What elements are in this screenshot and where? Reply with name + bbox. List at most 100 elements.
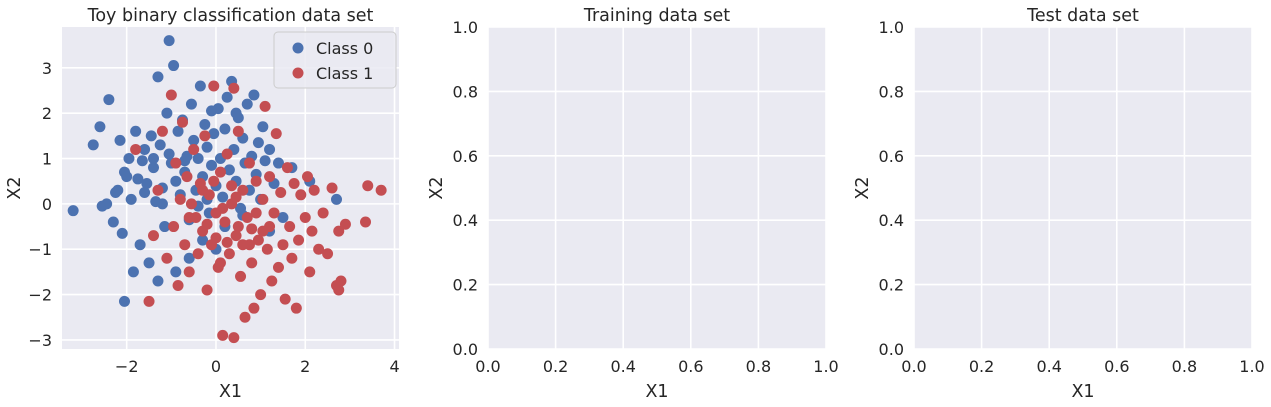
scatter-point	[194, 80, 206, 92]
x-tick-label: 0.6	[678, 357, 703, 376]
scatter-point	[154, 139, 166, 151]
scatter-point	[250, 207, 262, 219]
x-tick-label: 1.0	[1239, 357, 1264, 376]
scatter-point	[163, 35, 175, 47]
scatter-point	[132, 173, 144, 185]
scatter-point	[201, 218, 213, 230]
scatter-point	[335, 275, 347, 287]
scatter-point	[304, 266, 316, 278]
scatter-point	[165, 89, 177, 101]
series-class-0	[67, 35, 343, 307]
scatter-point	[221, 148, 233, 160]
y-tick-label: −1	[28, 240, 52, 259]
y-axis-label: X2	[853, 176, 873, 199]
y-tick-label: −3	[28, 331, 52, 350]
legend-label: Class 1	[316, 64, 373, 83]
x-tick-label: 2	[300, 357, 310, 376]
scatter-point	[183, 252, 195, 264]
y-tick-label: 0.6	[453, 147, 478, 166]
scatter-point	[217, 191, 229, 203]
scatter-point	[152, 71, 164, 83]
y-tick-label: 0.4	[453, 211, 478, 230]
x-tick-label: 0.4	[1036, 357, 1061, 376]
scatter-point	[185, 98, 197, 110]
y-tick-label: 0	[42, 195, 52, 214]
x-axis-label: X1	[1071, 382, 1094, 402]
scatter-point	[152, 184, 164, 196]
x-tick-label: 0.2	[543, 357, 568, 376]
scatter-point	[277, 211, 289, 223]
scatter-point	[272, 261, 284, 273]
scatter-point	[197, 184, 209, 196]
y-axis-label: X2	[5, 176, 25, 199]
scatter-point	[107, 216, 119, 228]
scatter-point	[145, 130, 157, 142]
scatter-point	[161, 252, 173, 264]
scatter-point	[208, 128, 220, 140]
scatter-point	[103, 94, 115, 106]
scatter-point	[185, 198, 197, 210]
scatter-point	[295, 189, 307, 201]
scatter-point	[208, 80, 220, 92]
scatter-point	[201, 284, 213, 296]
scatter-point	[199, 130, 211, 142]
scatter-point	[275, 187, 287, 199]
scatter-point	[201, 141, 213, 153]
scatter-point	[228, 332, 240, 344]
scatter-point	[156, 125, 168, 137]
y-tick-label: 1.0	[453, 18, 478, 37]
scatter-point	[333, 284, 345, 296]
x-tick-label: 0.6	[1104, 357, 1129, 376]
x-tick-label: 0.4	[610, 357, 635, 376]
scatter-point	[237, 239, 249, 251]
x-axis-label: X1	[645, 382, 668, 402]
chart-panel-1: −2 0 2 4 −3 −2 −1 0 1 2 3 Toy binary classification…	[5, 6, 400, 402]
scatter-point	[181, 171, 193, 183]
scatter-point	[130, 143, 142, 155]
scatter-point	[232, 125, 244, 137]
scatter-point	[219, 123, 231, 135]
scatter-point	[293, 234, 305, 246]
scatter-point	[206, 159, 218, 171]
scatter-point	[174, 193, 186, 205]
x-tick-label: 4	[389, 357, 399, 376]
scatter-point	[246, 257, 258, 269]
scatter-point	[114, 134, 126, 146]
scatter-point	[333, 225, 345, 237]
scatter-point	[288, 177, 300, 189]
x-tick-label: −2	[115, 357, 139, 376]
scatter-point	[134, 239, 146, 251]
scatter-point	[172, 280, 184, 292]
scatter-point	[217, 202, 229, 214]
scatter-point	[375, 184, 387, 196]
scatter-point	[170, 175, 182, 187]
chart-title: Training data set	[583, 6, 730, 26]
scatter-point	[143, 295, 155, 307]
scatter-point	[121, 171, 133, 183]
y-tick-label: 0.0	[453, 340, 478, 359]
scatter-point	[252, 137, 264, 149]
x-tick-label: 1.0	[813, 357, 838, 376]
scatter-point	[139, 187, 151, 199]
y-tick-label: 3	[42, 59, 52, 78]
y-axis-label: X2	[427, 176, 447, 199]
x-tick-label: 0.8	[1172, 357, 1197, 376]
scatter-point	[221, 236, 233, 248]
legend-marker	[292, 67, 304, 79]
scatter-point	[286, 252, 298, 264]
scatter-point	[248, 89, 260, 101]
scatter-point	[241, 98, 253, 110]
scatter-point	[252, 234, 264, 246]
x-tick-label: 0.0	[475, 357, 500, 376]
scatter-point	[210, 232, 222, 244]
legend-box	[273, 31, 397, 89]
scatter-point	[118, 295, 130, 307]
scatter-point	[94, 121, 106, 133]
scatter-point	[127, 266, 139, 278]
legend-marker	[292, 42, 304, 54]
chart-panel-2: 0.0 0.2 0.4 0.6 0.8 1.0 0.0 0.2 0.4 0.6 0.8 1.0 Trai…	[427, 6, 839, 402]
scatter-point	[248, 302, 260, 314]
scatter-point	[259, 100, 271, 112]
scatter-point	[322, 248, 334, 260]
